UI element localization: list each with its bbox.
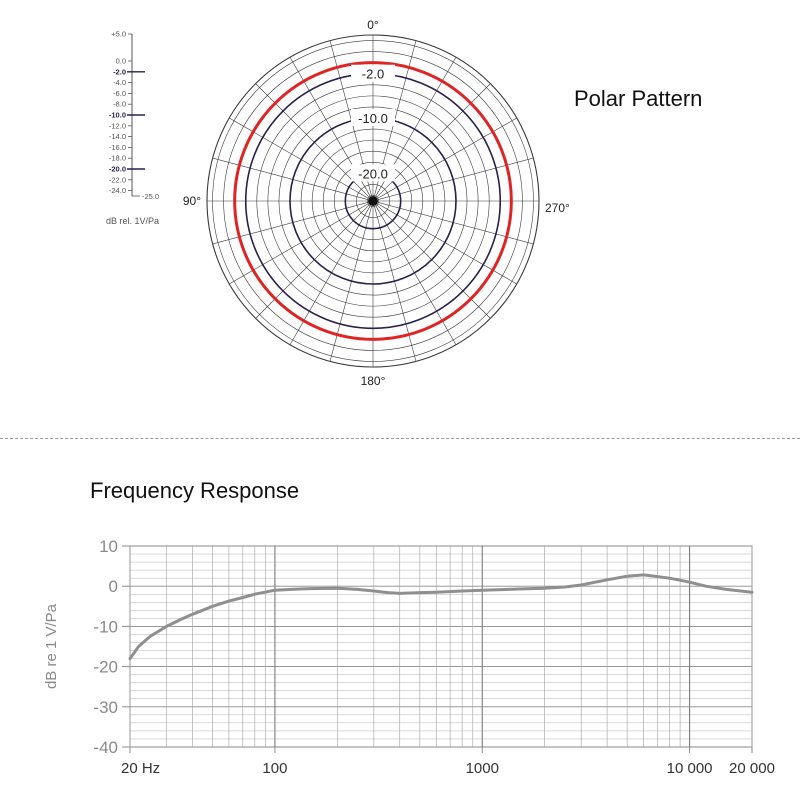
frequency-response-panel: 10 0 -10 -20 -30 -40 20 Hz 100 1000 10 000 20 000 d… — [0, 440, 800, 800]
section-divider — [0, 438, 800, 439]
polar-pattern-panel: -2.0 -10.0 -20.0 0° 90° 180° 270° +5.0 0.0 -2.0 -4… — [106, 18, 703, 388]
freq-x-tick-label: 10 000 — [667, 760, 713, 777]
polar-ring-label: -10.0 — [358, 111, 388, 126]
freq-x-tick-label: 1000 — [466, 760, 499, 777]
polar-angle-label: 270° — [545, 201, 570, 215]
polar-scale-label: -14.0 — [109, 132, 126, 141]
polar-scale-label: -12.0 — [109, 121, 126, 130]
frequency-response-title: Frequency Response — [90, 478, 300, 503]
polar-pattern-chart: -2.0-10.0-20.00°90°180°270°+5.00.0-2.0-4… — [106, 18, 570, 388]
freq-y-axis-label: dB re 1 V/Pa — [43, 603, 60, 689]
polar-ring-label: -20.0 — [358, 166, 388, 181]
freq-y-tick-label: -10 — [93, 617, 118, 636]
polar-scale-label: -2.0 — [113, 67, 126, 76]
polar-center-dot — [368, 196, 378, 206]
polar-spoke — [376, 204, 491, 319]
polar-spoke — [255, 204, 370, 319]
polar-scale-label: -16.0 — [109, 143, 126, 152]
polar-angle-label: 90° — [183, 194, 201, 208]
polar-angle-label: 180° — [361, 374, 386, 388]
polar-ring-label-bg — [351, 64, 395, 82]
freq-series-line — [128, 573, 754, 661]
polar-series-line — [233, 61, 513, 341]
polar-scale-label: -25.0 — [142, 192, 159, 201]
polar-scale-label: -8.0 — [113, 100, 126, 109]
polar-scale-label: 0.0 — [116, 57, 126, 66]
freq-y-tick-label: -30 — [93, 698, 118, 717]
freq-y-tick-label: -40 — [93, 738, 118, 757]
polar-angle-label: 0° — [367, 18, 379, 32]
polar-scale-label: -22.0 — [109, 175, 126, 184]
polar-scale-label: -6.0 — [113, 89, 126, 98]
freq-y-tick-label: 0 — [109, 577, 118, 596]
freq-plot-frame — [129, 545, 753, 748]
polar-scale-unit: dB rel. 1V/Pa — [106, 216, 159, 226]
polar-ring-label: -2.0 — [362, 67, 384, 82]
polar-scale-label: -18.0 — [109, 154, 126, 163]
polar-ring-label-bg — [351, 164, 395, 182]
freq-x-tick-label: 20 000 — [729, 760, 775, 777]
polar-scale-label: -10.0 — [109, 111, 126, 120]
polar-ring-label-bg — [351, 109, 395, 126]
polar-pattern-title: Polar Pattern — [574, 86, 703, 111]
polar-scale-label: -4.0 — [113, 78, 126, 87]
freq-y-tick-label: -20 — [93, 658, 118, 677]
polar-scale-label: +5.0 — [111, 30, 126, 39]
polar-scale-label: -20.0 — [109, 165, 126, 174]
polar-scale-label: -24.0 — [109, 186, 126, 195]
freq-x-tick-label: 100 — [262, 760, 287, 777]
freq-y-tick-label: 10 — [99, 537, 118, 556]
freq-x-tick-label: 20 Hz — [121, 760, 160, 777]
